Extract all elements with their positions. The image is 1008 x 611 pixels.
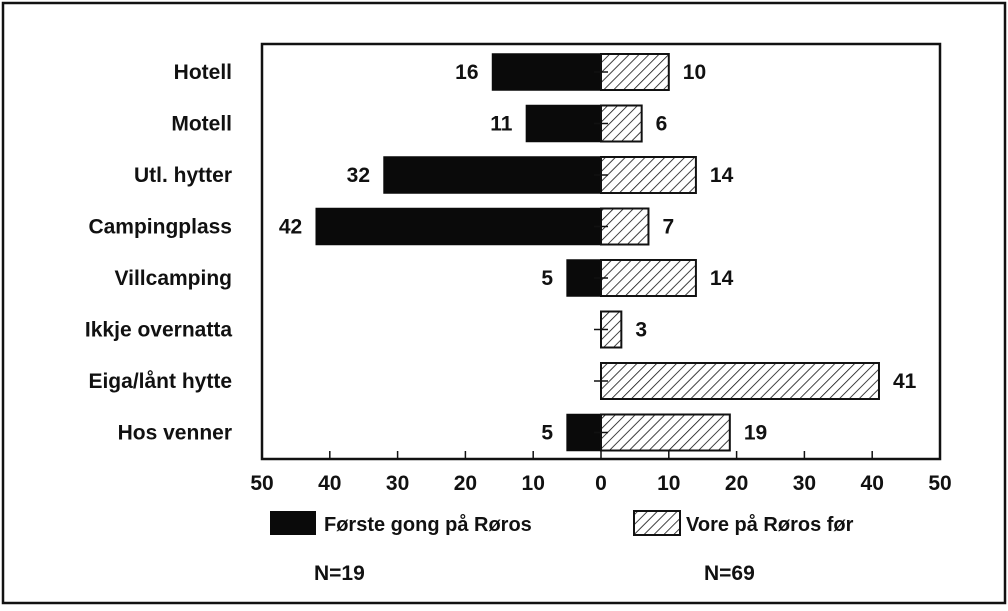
n-label-been-before: N=69 <box>704 562 755 585</box>
bar-been-before <box>600 156 697 194</box>
category-label: Campingplass <box>88 216 232 239</box>
x-tick-label: 50 <box>928 472 951 495</box>
x-tick-label: 20 <box>454 472 477 495</box>
bar-first-time <box>525 104 602 143</box>
bar-first-time <box>491 53 602 91</box>
bar-been-before <box>600 259 697 297</box>
value-label-first-time: 5 <box>541 267 553 290</box>
category-label: Motell <box>171 113 232 136</box>
legend-swatch-been-before <box>633 510 681 536</box>
category-label: Hotell <box>174 61 232 84</box>
value-label-first-time: 42 <box>279 216 302 239</box>
value-labels: 16 10 11 6 32 14 42 7 5 14 3 41 5 19 <box>279 61 917 445</box>
category-label: Utl. hytter <box>134 164 232 187</box>
category-label: Ikkje overnatta <box>85 319 232 342</box>
value-label-been-before: 3 <box>635 319 647 342</box>
x-tick-label: 0 <box>595 472 607 495</box>
category-label: Eiga/lånt hytte <box>88 370 232 393</box>
x-tick-label: 40 <box>318 472 341 495</box>
x-tick-label: 20 <box>725 472 748 495</box>
value-label-been-before: 41 <box>893 370 917 393</box>
legend: Første gong på Røros Vore på Røros før <box>270 510 854 536</box>
bar-been-before <box>600 207 650 246</box>
bars-group <box>315 53 880 452</box>
x-tick-label: 30 <box>793 472 816 495</box>
value-label-been-before: 7 <box>662 216 674 239</box>
n-label-first-time: N=19 <box>314 562 365 585</box>
bar-been-before <box>600 53 670 91</box>
value-label-first-time: 16 <box>455 61 478 84</box>
value-label-been-before: 10 <box>683 61 706 84</box>
value-label-first-time: 5 <box>541 422 553 445</box>
x-tick-label: 50 <box>250 472 273 495</box>
legend-label-first-time: Første gong på Røros <box>324 513 532 536</box>
value-label-been-before: 14 <box>710 267 734 290</box>
x-axis-ticks: 50 40 30 20 10 0 10 20 30 40 50 <box>250 451 952 495</box>
value-label-been-before: 6 <box>656 113 668 136</box>
annotations: N=19 N=69 <box>314 562 755 585</box>
bar-first-time <box>315 207 602 246</box>
category-labels: Hotell Motell Utl. hytter Campingplass Villc… <box>85 61 232 445</box>
legend-label-been-before: Vore på Røros før <box>686 513 854 536</box>
x-tick-label: 40 <box>861 472 884 495</box>
x-tick-label: 10 <box>657 472 680 495</box>
category-label: Villcamping <box>115 267 232 290</box>
bar-first-time <box>566 413 602 452</box>
bar-first-time <box>383 156 602 194</box>
x-tick-label: 30 <box>386 472 409 495</box>
x-tick-label: 10 <box>522 472 545 495</box>
bar-been-before <box>600 413 731 452</box>
value-label-been-before: 19 <box>744 422 767 445</box>
category-label: Hos venner <box>118 422 232 445</box>
legend-swatch-first-time <box>270 511 316 535</box>
value-label-first-time: 11 <box>490 113 513 136</box>
value-label-been-before: 14 <box>710 164 734 187</box>
bar-been-before <box>600 362 880 400</box>
value-label-first-time: 32 <box>347 164 370 187</box>
